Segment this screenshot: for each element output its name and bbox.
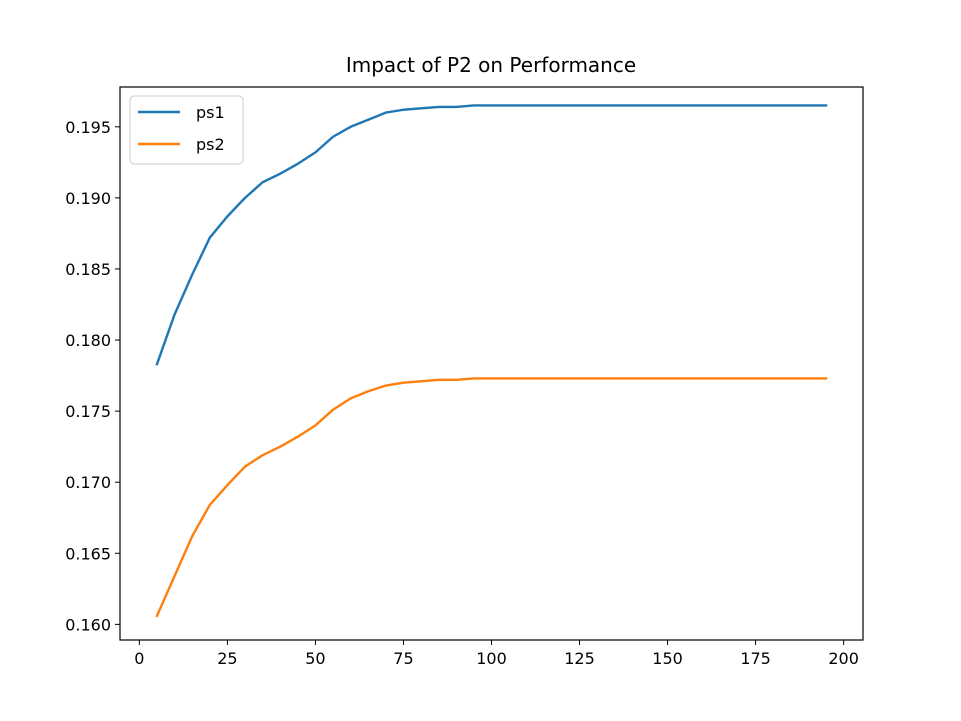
- y-tick-label: 0.165: [65, 544, 111, 563]
- x-axis: 0 25 50 75 100 125 150 175 200: [134, 640, 859, 668]
- y-tick-label: 0.195: [65, 118, 111, 137]
- y-axis: 0.160 0.165 0.170 0.175 0.180 0.185 0.190 0.195: [65, 118, 120, 634]
- y-tick-label: 0.175: [65, 402, 111, 421]
- x-tick-label: 100: [476, 649, 507, 668]
- chart-title: Impact of P2 on Performance: [346, 53, 636, 77]
- legend-label-ps2: ps2: [196, 135, 225, 154]
- y-tick-label: 0.160: [65, 615, 111, 634]
- x-tick-label: 125: [564, 649, 595, 668]
- legend-label-ps1: ps1: [196, 103, 225, 122]
- plot-lines: [155, 104, 828, 618]
- legend[interactable]: ps1 ps2: [129, 95, 244, 165]
- series-line-ps1: [155, 104, 828, 366]
- x-tick-label: 150: [652, 649, 683, 668]
- x-tick-label: 200: [828, 649, 859, 668]
- y-tick-label: 0.170: [65, 473, 111, 492]
- y-tick-label: 0.180: [65, 331, 111, 350]
- y-tick-label: 0.185: [65, 260, 111, 279]
- legend-box: [129, 95, 244, 165]
- y-tick-label: 0.190: [65, 189, 111, 208]
- x-tick-label: 25: [217, 649, 237, 668]
- series-line-ps2: [155, 377, 828, 618]
- x-tick-label: 75: [393, 649, 413, 668]
- plot-frame: [119, 86, 864, 641]
- x-tick-label: 175: [740, 649, 771, 668]
- x-tick-label: 50: [305, 649, 325, 668]
- x-tick-label: 0: [134, 649, 144, 668]
